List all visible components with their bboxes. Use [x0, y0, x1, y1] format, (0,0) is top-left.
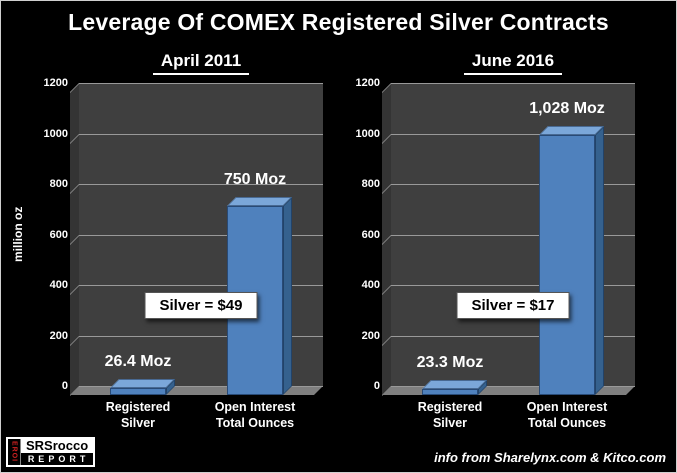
panel-title-row: June 2016	[391, 51, 635, 75]
logo-name: SRSrocco	[21, 439, 94, 453]
logo-main: SRSrocco REPORT	[21, 439, 94, 465]
gridline	[391, 386, 635, 387]
y-tick-label: 1200	[355, 77, 380, 89]
y-tick-label: 1000	[355, 127, 380, 140]
y-tick-label: 600	[361, 228, 380, 241]
gridline	[79, 133, 323, 135]
x-axis-label-open-interest: Open Interest Total Ounces	[214, 400, 296, 431]
gridline	[382, 184, 391, 195]
plot-area: 23.3 Moz 1,028 Moz Silver = $17	[391, 83, 635, 395]
left-wall	[382, 83, 391, 396]
gridline	[391, 285, 635, 287]
gridline	[391, 83, 635, 84]
gridline	[79, 335, 323, 337]
bar-value-label: 23.3 Moz	[416, 354, 484, 372]
bar-value-label: 1,028 Moz	[529, 100, 605, 118]
logo-subtitle: REPORT	[21, 453, 94, 465]
gridline	[79, 234, 323, 236]
chart-box: 23.3 Moz 1,028 Moz Silver = $17	[382, 83, 635, 396]
y-tick-label: 400	[361, 279, 380, 291]
bar-value-label: 26.4 Moz	[104, 353, 172, 371]
gridline	[79, 386, 323, 387]
bar-value-label: 750 Moz	[223, 170, 287, 188]
gridline	[391, 234, 635, 236]
gridline	[70, 184, 79, 195]
gridline	[79, 184, 323, 186]
gridline	[70, 234, 79, 245]
y-tick-label: 200	[361, 329, 380, 342]
y-tick-label: 1200	[43, 77, 68, 89]
gridline	[391, 133, 635, 135]
panel-title: April 2011	[152, 51, 250, 75]
chart-panel-april-2011: April 2011 million oz 0 200 400 600 800 1000 1…	[11, 51, 337, 446]
y-axis: 0 200 400 600 800 1000 1200	[37, 77, 73, 392]
gridline	[70, 133, 79, 144]
gridline	[70, 335, 79, 346]
srsrocco-report-logo: EROI SRSrocco REPORT	[6, 437, 96, 467]
gridline	[70, 285, 79, 296]
x-axis-label-registered-silver: Registered Silver	[417, 400, 483, 431]
y-tick-label: 0	[373, 380, 380, 392]
bar-open-interest: 1,028 Moz	[529, 100, 605, 395]
y-tick-label: 0	[61, 380, 68, 392]
chart-box: 26.4 Moz 750 Moz Silver = $49	[70, 83, 323, 396]
plot-area: 26.4 Moz 750 Moz Silver = $49	[79, 83, 323, 395]
logo-vertical-text: EROI	[10, 441, 18, 463]
silver-price-annotation: Silver = $17	[456, 292, 570, 320]
bar-registered-silver: 23.3 Moz	[417, 354, 483, 395]
x-axis-label-registered-silver: Registered Silver	[105, 400, 171, 431]
bar-registered-silver: 26.4 Moz	[105, 353, 171, 395]
y-tick-label: 200	[49, 329, 68, 342]
y-tick-label: 1000	[43, 127, 68, 140]
gridline	[382, 335, 391, 346]
chart-panel-june-2016: June 2016 0 200 400 600 800 1000 1200 23.3 Moz…	[349, 51, 649, 446]
y-axis-title: million oz	[11, 206, 25, 263]
y-tick-label: 800	[49, 178, 68, 190]
gridline	[79, 285, 323, 287]
source-credit: info from Sharelynx.com & Kitco.com	[434, 450, 666, 465]
y-axis: 0 200 400 600 800 1000 1200	[349, 77, 385, 392]
x-axis-label-open-interest: Open Interest Total Ounces	[526, 400, 608, 431]
logo-side-strip: EROI	[8, 439, 21, 465]
y-tick-label: 400	[49, 279, 68, 291]
y-tick-label: 800	[361, 178, 380, 190]
gridline	[382, 133, 391, 144]
left-wall	[70, 83, 79, 396]
panel-title-row: April 2011	[79, 51, 323, 75]
gridline	[391, 184, 635, 186]
panel-title: June 2016	[463, 51, 563, 75]
gridline	[391, 335, 635, 337]
gridline	[79, 83, 323, 84]
gridline	[382, 234, 391, 245]
gridline	[382, 285, 391, 296]
chart-title: Leverage Of COMEX Registered Silver Cont…	[68, 9, 609, 35]
silver-price-annotation: Silver = $49	[144, 292, 258, 320]
y-tick-label: 600	[49, 228, 68, 241]
